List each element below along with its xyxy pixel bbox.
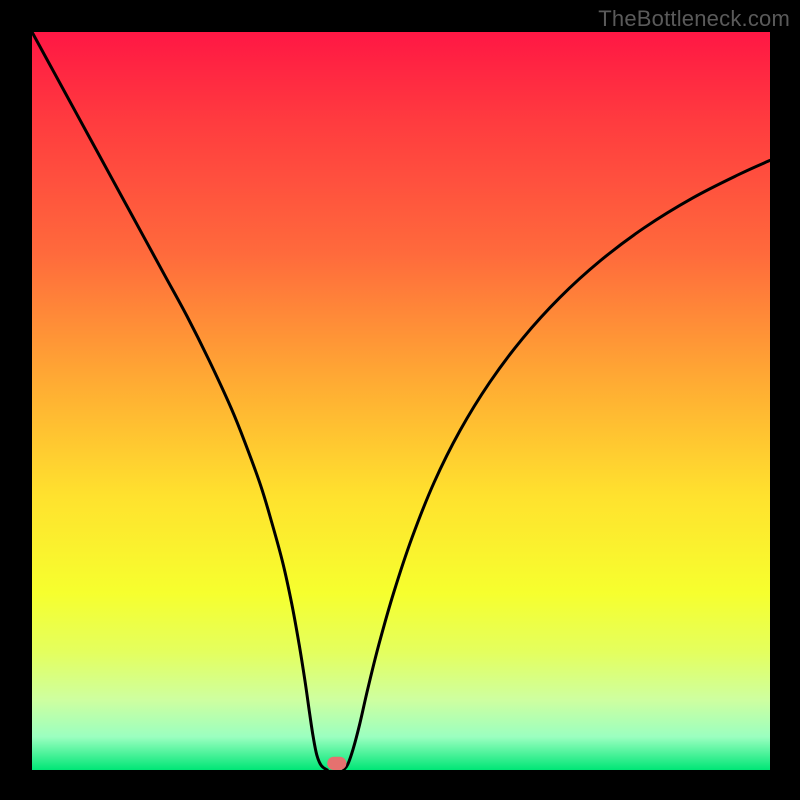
valley-marker [327, 757, 346, 770]
plot-background [32, 32, 770, 770]
watermark-text: TheBottleneck.com [598, 6, 790, 32]
plot-area [32, 32, 770, 770]
chart-svg [32, 32, 770, 770]
